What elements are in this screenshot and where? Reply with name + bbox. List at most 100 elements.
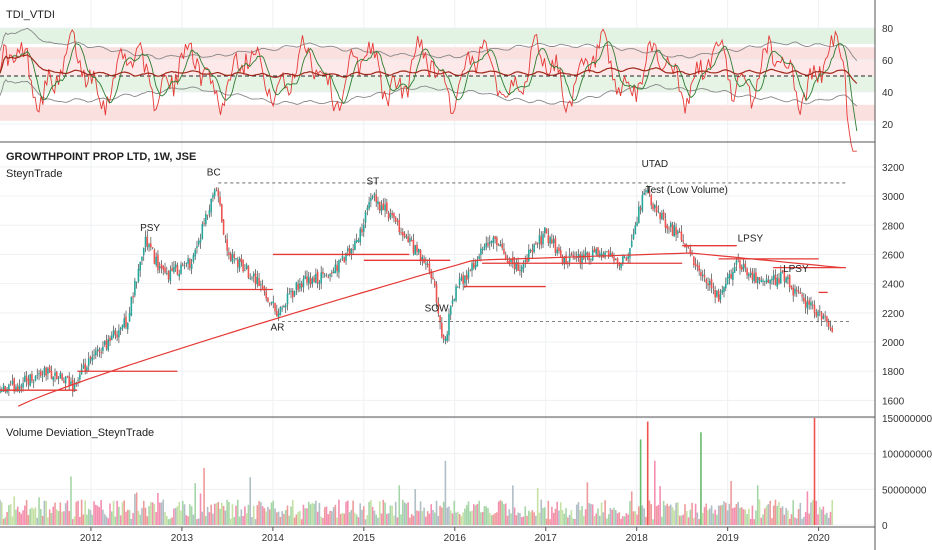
candle-body bbox=[638, 206, 640, 224]
volume-tick-label: 0 bbox=[882, 521, 888, 532]
volume-bar bbox=[471, 510, 473, 525]
candle-body bbox=[355, 239, 358, 242]
candle-body bbox=[561, 256, 564, 264]
candle-body bbox=[426, 264, 429, 266]
volume-bar bbox=[45, 500, 47, 525]
candle-body bbox=[581, 254, 583, 265]
candle-body bbox=[613, 256, 615, 261]
volume-bar bbox=[783, 514, 786, 525]
candle-body bbox=[650, 194, 653, 206]
tdi-base-line bbox=[0, 54, 858, 84]
volume-bar bbox=[146, 516, 149, 525]
candle-body bbox=[160, 264, 163, 269]
candle-body bbox=[226, 239, 228, 251]
candle-body bbox=[517, 262, 519, 271]
candle-body bbox=[4, 386, 7, 392]
volume-bar bbox=[359, 503, 362, 525]
candle-body bbox=[185, 263, 188, 264]
volume-bar bbox=[561, 509, 564, 525]
volume-bar bbox=[822, 506, 825, 525]
volume-bar bbox=[657, 504, 660, 525]
candle-body bbox=[765, 278, 768, 283]
volume-bar bbox=[811, 500, 814, 525]
volume-bar bbox=[20, 513, 23, 525]
candle-body bbox=[545, 228, 548, 234]
volume-bar bbox=[339, 514, 342, 525]
candle-body bbox=[730, 273, 732, 279]
volume-bar bbox=[554, 508, 557, 525]
candle-body bbox=[526, 258, 528, 263]
volume-bar bbox=[549, 519, 551, 525]
candle-body bbox=[767, 280, 770, 283]
candle-body bbox=[808, 300, 810, 305]
candle-body bbox=[150, 243, 152, 248]
volume-bar bbox=[201, 511, 204, 525]
candle-body bbox=[723, 286, 725, 293]
volume-bar bbox=[630, 491, 633, 525]
volume-bar bbox=[703, 507, 706, 525]
volume-bar bbox=[506, 515, 509, 525]
candle-body bbox=[778, 278, 780, 284]
volume-bar bbox=[788, 518, 791, 525]
candle-body bbox=[171, 268, 173, 272]
candle-body bbox=[114, 330, 117, 335]
volume-bar bbox=[95, 504, 97, 525]
volume-bar bbox=[481, 511, 484, 525]
wyckoff-annotation: LPSY bbox=[738, 233, 764, 244]
candle-body bbox=[740, 266, 743, 270]
volume-bar bbox=[751, 505, 754, 525]
candle-body bbox=[552, 239, 555, 244]
volume-bar bbox=[732, 508, 734, 525]
volume-bar bbox=[804, 512, 807, 525]
candle-body bbox=[448, 314, 450, 336]
volume-bar bbox=[254, 519, 257, 525]
candle-body bbox=[284, 305, 287, 308]
volume-bar bbox=[458, 514, 461, 525]
volume-bar bbox=[378, 501, 381, 525]
candle-body bbox=[787, 277, 789, 280]
candle-body bbox=[593, 248, 596, 253]
candle-body bbox=[804, 300, 807, 308]
volume-bar bbox=[311, 502, 314, 525]
volume-bar bbox=[371, 506, 374, 525]
candle-body bbox=[192, 255, 195, 262]
volume-bar bbox=[817, 514, 819, 525]
candle-body bbox=[256, 277, 259, 285]
volume-bar bbox=[755, 510, 757, 525]
volume-bar bbox=[295, 514, 298, 525]
volume-bar bbox=[398, 485, 401, 525]
tdi-tick-label: 60 bbox=[882, 56, 894, 67]
volume-bar bbox=[185, 515, 188, 525]
candle-body bbox=[407, 236, 409, 243]
volume-bar bbox=[425, 516, 427, 525]
candle-body bbox=[300, 283, 303, 288]
candle-body bbox=[236, 259, 239, 267]
volume-bar bbox=[2, 518, 5, 525]
candle-body bbox=[529, 250, 532, 251]
candle-body bbox=[503, 248, 505, 254]
candle-body bbox=[661, 213, 663, 220]
candle-body bbox=[105, 340, 108, 349]
candle-body bbox=[267, 297, 269, 302]
candle-body bbox=[291, 290, 294, 298]
candle-body bbox=[496, 237, 498, 246]
candle-body bbox=[400, 232, 402, 234]
volume-bar bbox=[668, 506, 670, 525]
volume-bar bbox=[64, 503, 67, 525]
candle-body bbox=[15, 386, 17, 391]
volume-bar bbox=[441, 507, 443, 525]
volume-bar bbox=[190, 506, 193, 525]
wyckoff-annotation: ST bbox=[367, 176, 380, 187]
volume-bar bbox=[590, 504, 592, 525]
candle-body bbox=[410, 240, 413, 242]
candle-body bbox=[779, 271, 782, 284]
candle-body bbox=[251, 277, 253, 279]
volume-bar bbox=[588, 503, 590, 525]
volume-bar bbox=[18, 511, 21, 525]
candle-body bbox=[519, 269, 521, 271]
volume-bar bbox=[323, 507, 326, 525]
candle-body bbox=[343, 257, 346, 263]
volume-bar bbox=[224, 510, 227, 525]
volume-bar bbox=[291, 500, 294, 525]
volume-bar bbox=[749, 518, 752, 525]
